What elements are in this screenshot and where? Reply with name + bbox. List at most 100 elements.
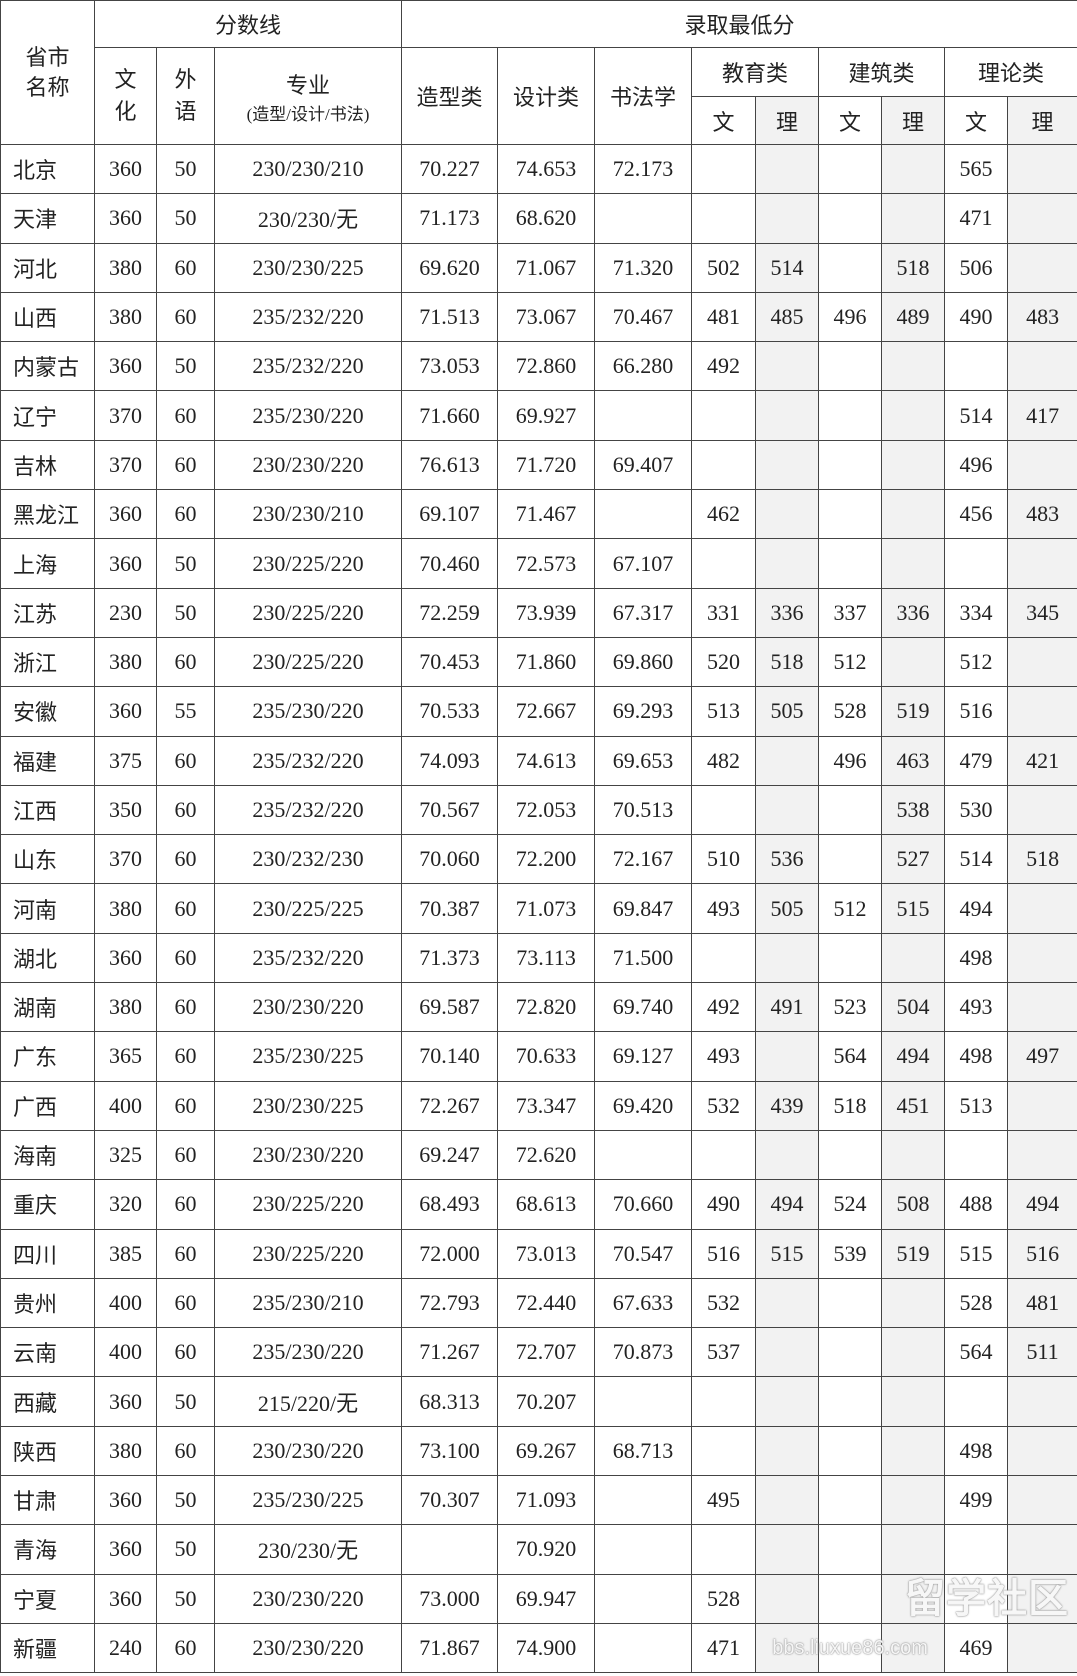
cell-foreign-language: 50	[156, 1573, 215, 1624]
cell-province: 山西	[0, 291, 95, 343]
cell-foreign-language: 60	[156, 291, 215, 343]
cell-foreign-language: 50	[156, 1376, 215, 1427]
header-foreign-language: 外语	[156, 47, 215, 145]
cell-culture: 380	[94, 883, 157, 934]
cell-design: 73.939	[497, 587, 596, 638]
cell-architecture-science	[881, 932, 946, 984]
cell-design: 71.860	[497, 636, 596, 688]
cell-theory-arts: 334	[944, 587, 1009, 638]
cell-education-arts: 516	[691, 1228, 757, 1279]
cell-foreign-language: 60	[156, 489, 215, 540]
cell-modeling: 71.867	[401, 1622, 499, 1674]
cell-calligraphy	[594, 390, 693, 441]
cell-theory-science: 516	[1007, 1228, 1077, 1279]
cell-modeling: 69.107	[401, 489, 499, 540]
cell-major: 230/225/220	[213, 587, 403, 638]
cell-theory-arts: 499	[944, 1475, 1009, 1526]
cell-province: 辽宁	[0, 390, 95, 441]
table-body: 北京 360 50 230/230/210 70.227 74.653 72.173 565 天…	[0, 143, 1077, 1674]
cell-major: 230/230/220	[213, 1129, 403, 1181]
cell-theory-science	[1007, 1524, 1077, 1575]
cell-calligraphy: 67.317	[594, 587, 693, 638]
table-row: 山西 380 60 235/232/220 71.513 73.067 70.467 481 4…	[0, 291, 1077, 343]
cell-theory-science	[1007, 242, 1077, 293]
cell-architecture-arts	[818, 390, 883, 441]
cell-modeling: 72.000	[401, 1228, 499, 1279]
cell-major: 235/230/220	[213, 390, 403, 441]
table-row: 江西 350 60 235/232/220 70.567 72.053 70.513 538 5…	[0, 784, 1077, 836]
cell-major: 230/230/220	[213, 1622, 403, 1674]
cell-calligraphy: 69.407	[594, 439, 693, 491]
cell-foreign-language: 60	[156, 883, 215, 934]
table-row: 广东 365 60 235/230/225 70.140 70.633 69.127 493 5…	[0, 1031, 1077, 1082]
cell-education-arts: 462	[691, 489, 757, 540]
cell-culture: 380	[94, 291, 157, 343]
cell-education-arts: 492	[691, 982, 757, 1033]
cell-calligraphy	[594, 193, 693, 244]
cell-province: 黑龙江	[0, 489, 95, 540]
cell-province: 贵州	[0, 1277, 95, 1329]
cell-culture: 360	[94, 932, 157, 984]
cell-major: 215/220/无	[213, 1376, 403, 1427]
cell-architecture-arts	[818, 1425, 883, 1477]
cell-modeling: 70.453	[401, 636, 499, 688]
table-row: 云南 400 60 235/230/220 71.267 72.707 70.873 537 5…	[0, 1327, 1077, 1378]
cell-theory-arts: 530	[944, 784, 1009, 836]
cell-education-science	[755, 1327, 820, 1378]
cell-architecture-arts	[818, 1573, 883, 1624]
cell-education-science	[755, 1524, 820, 1575]
cell-calligraphy	[594, 1524, 693, 1575]
table-row: 山东 370 60 230/232/230 70.060 72.200 72.167 510 5…	[0, 834, 1077, 885]
cell-theory-science	[1007, 1573, 1077, 1624]
cell-calligraphy	[594, 1622, 693, 1674]
cell-foreign-language: 60	[156, 735, 215, 786]
cell-calligraphy	[594, 1129, 693, 1181]
cell-architecture-science	[881, 489, 946, 540]
cell-foreign-language: 60	[156, 834, 215, 885]
cell-calligraphy: 70.873	[594, 1327, 693, 1378]
cell-modeling: 70.460	[401, 538, 499, 589]
header-major-sub: (造型/设计/书法)	[246, 104, 370, 124]
cell-architecture-arts	[818, 143, 883, 195]
cell-theory-arts	[944, 1524, 1009, 1575]
cell-education-arts: 481	[691, 291, 757, 343]
cell-education-science	[755, 1376, 820, 1427]
cell-education-science	[755, 390, 820, 441]
cell-modeling: 70.227	[401, 143, 499, 195]
cell-modeling: 70.307	[401, 1475, 499, 1526]
cell-education-science: 491	[755, 982, 820, 1033]
cell-theory-arts	[944, 1376, 1009, 1427]
cell-foreign-language: 60	[156, 1031, 215, 1082]
cell-theory-arts: 513	[944, 1080, 1009, 1131]
cell-architecture-science: 494	[881, 1031, 946, 1082]
cell-culture: 380	[94, 1425, 157, 1477]
cell-major: 230/230/210	[213, 489, 403, 540]
cell-architecture-arts	[818, 932, 883, 984]
cell-architecture-science	[881, 439, 946, 491]
cell-theory-arts: 471	[944, 193, 1009, 244]
cell-theory-science: 483	[1007, 489, 1077, 540]
cell-theory-science	[1007, 636, 1077, 688]
cell-theory-science: 497	[1007, 1031, 1077, 1082]
cell-modeling: 70.140	[401, 1031, 499, 1082]
cell-theory-arts: 514	[944, 390, 1009, 441]
cell-architecture-science	[881, 193, 946, 244]
cell-modeling: 69.247	[401, 1129, 499, 1181]
header-modeling: 造型类	[401, 47, 499, 145]
cell-design: 72.860	[497, 341, 596, 392]
cell-theory-arts: 498	[944, 932, 1009, 984]
table-row: 浙江 380 60 230/225/220 70.453 71.860 69.860 520 5…	[0, 636, 1077, 688]
cell-modeling: 71.373	[401, 932, 499, 984]
cell-architecture-science: 519	[881, 686, 946, 737]
cell-design: 71.073	[497, 883, 596, 934]
table-row: 天津 360 50 230/230/无 71.173 68.620 471	[0, 193, 1077, 244]
cell-calligraphy: 70.467	[594, 291, 693, 343]
cell-education-arts: 532	[691, 1080, 757, 1131]
cell-province: 宁夏	[0, 1573, 95, 1624]
cell-education-arts: 532	[691, 1277, 757, 1329]
cell-education-arts: 493	[691, 883, 757, 934]
cell-province: 上海	[0, 538, 95, 589]
cell-foreign-language: 60	[156, 439, 215, 491]
cell-architecture-arts: 518	[818, 1080, 883, 1131]
header-min-admission: 录取最低分	[401, 0, 1077, 48]
